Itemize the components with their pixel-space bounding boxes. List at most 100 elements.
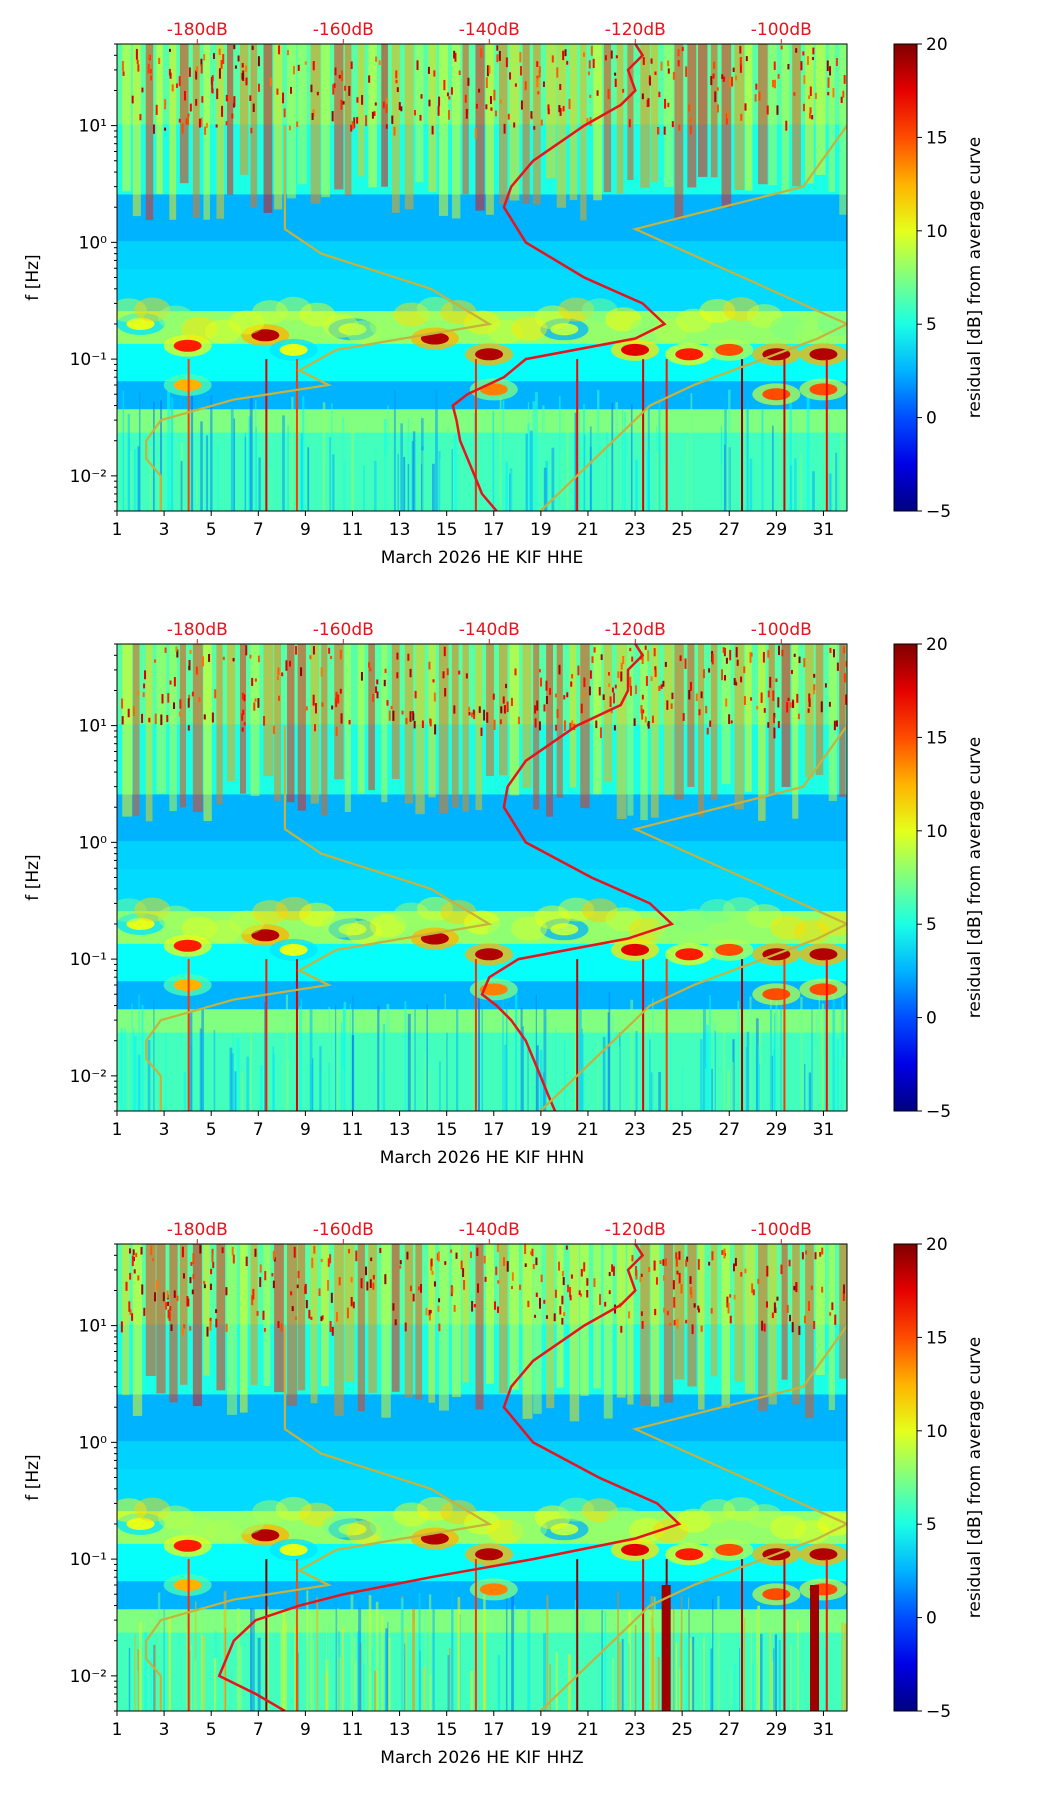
- y-tick-label: 10⁰: [79, 1433, 108, 1453]
- y-tick-label: 10⁻¹: [70, 1550, 107, 1570]
- x-tick-label: 21: [577, 520, 599, 540]
- colorbar-tick-label: 5: [926, 1515, 937, 1535]
- spectrogram-heatmap: [117, 44, 847, 511]
- y-tick-label: 10⁻²: [70, 1067, 107, 1087]
- colorbar-tick-label: 5: [926, 315, 937, 335]
- colorbar: [893, 1243, 918, 1712]
- y-tick-label: 10⁻²: [70, 1667, 107, 1687]
- panel-hhz: 1 3 5 7 9 11 13 15 17 19 21 23 25 27 29 31 March 2026 HE…: [0, 1200, 1052, 1800]
- nlnm-curve: [145, 1325, 493, 1711]
- spectrogram-heatmap: [117, 644, 847, 1111]
- colorbar: [893, 643, 918, 1112]
- psd-average-curve: [451, 44, 667, 511]
- y-tick-label: 10¹: [79, 117, 107, 137]
- x-tick-label: 23: [624, 1120, 646, 1140]
- top-db-label: -120dB: [605, 20, 666, 40]
- colorbar-tick-label: 10: [926, 822, 948, 842]
- panel-hhn: 1 3 5 7 9 11 13 15 17 19 21 23 25 27 29 31 March 2026 HE…: [0, 600, 1052, 1200]
- x-tick-label: 13: [389, 1720, 411, 1740]
- colorbar-tick-label: 0: [926, 1609, 937, 1629]
- top-db-label: -100dB: [751, 1220, 812, 1240]
- top-db-label: -160dB: [313, 1220, 374, 1240]
- x-tick-label: 17: [483, 1720, 505, 1740]
- x-tick-label: 17: [483, 520, 505, 540]
- x-tick-label: 29: [766, 1720, 788, 1740]
- x-tick-label: 9: [300, 1120, 311, 1140]
- top-db-label: -160dB: [313, 620, 374, 640]
- x-tick-label: 19: [530, 1120, 552, 1140]
- x-tick-label: 11: [342, 1120, 364, 1140]
- x-tick-label: 21: [577, 1720, 599, 1740]
- colorbar-tick-label: 10: [926, 1422, 948, 1442]
- y-axis-label: f [Hz]: [23, 254, 43, 300]
- colorbar-tick-label: 20: [926, 1235, 948, 1255]
- nhnm-curve: [539, 1324, 847, 1711]
- colorbar-tick-label: 0: [926, 1009, 937, 1029]
- x-tick-label: 31: [813, 520, 835, 540]
- top-db-label: -180dB: [167, 1220, 228, 1240]
- x-tick-label: 3: [159, 520, 170, 540]
- nlnm-curve: [145, 725, 493, 1111]
- x-tick-label: 3: [159, 1720, 170, 1740]
- x-tick-label: 7: [253, 520, 264, 540]
- psd-average-curve: [480, 644, 675, 1111]
- x-tick-label: 21: [577, 1120, 599, 1140]
- top-db-label: -100dB: [751, 20, 812, 40]
- x-tick-label: 15: [436, 520, 458, 540]
- colorbar-tick-label: 10: [926, 222, 948, 242]
- x-tick-label: 19: [530, 520, 552, 540]
- x-tick-label: 7: [253, 1120, 264, 1140]
- x-tick-label: 25: [671, 1120, 693, 1140]
- colorbar-tick-label: −5: [926, 502, 951, 522]
- x-axis-label: March 2026 HE KIF HHN: [380, 1148, 584, 1168]
- x-tick-label: 13: [389, 520, 411, 540]
- top-db-label: -160dB: [313, 20, 374, 40]
- colorbar-tick-label: −5: [926, 1702, 951, 1722]
- x-tick-label: 19: [530, 1720, 552, 1740]
- y-tick-label: 10⁰: [79, 233, 108, 253]
- x-tick-label: 13: [389, 1120, 411, 1140]
- y-axis-label: f [Hz]: [23, 1454, 43, 1500]
- panel-hhe: 1 3 5 7 9 11 13 15 17 19 21 23 25 27 29 31 March 2026 HE…: [0, 0, 1052, 600]
- x-tick-label: 31: [813, 1120, 835, 1140]
- colorbar-tick-label: 5: [926, 915, 937, 935]
- x-tick-label: 3: [159, 1120, 170, 1140]
- nlnm-curve: [145, 125, 493, 511]
- x-tick-label: 25: [671, 1720, 693, 1740]
- y-tick-label: 10⁻¹: [70, 350, 107, 370]
- x-tick-label: 7: [253, 1720, 264, 1740]
- x-tick-label: 11: [342, 1720, 364, 1740]
- x-tick-label: 29: [766, 1120, 788, 1140]
- x-axis-label: March 2026 HE KIF HHE: [381, 548, 583, 568]
- x-tick-label: 9: [300, 1720, 311, 1740]
- x-tick-label: 17: [483, 1120, 505, 1140]
- y-tick-label: 10⁰: [79, 833, 108, 853]
- colorbar-tick-label: 20: [926, 635, 948, 655]
- x-tick-label: 1: [112, 1120, 123, 1140]
- top-db-label: -140dB: [459, 620, 520, 640]
- colorbar-label: residual [dB] from average curve: [965, 1337, 985, 1618]
- colorbar-tick-label: 15: [926, 728, 948, 748]
- x-tick-label: 1: [112, 1720, 123, 1740]
- colorbar-tick-label: 0: [926, 409, 937, 429]
- x-tick-label: 23: [624, 520, 646, 540]
- top-db-label: -140dB: [459, 20, 520, 40]
- nhnm-curve: [539, 724, 847, 1111]
- top-db-label: -180dB: [167, 20, 228, 40]
- y-tick-label: 10⁻²: [70, 467, 107, 487]
- x-tick-label: 15: [436, 1720, 458, 1740]
- x-tick-label: 1: [112, 520, 123, 540]
- x-tick-label: 25: [671, 520, 693, 540]
- x-tick-label: 27: [718, 1120, 740, 1140]
- x-tick-label: 5: [206, 520, 217, 540]
- y-tick-label: 10¹: [79, 1317, 107, 1337]
- x-tick-label: 5: [206, 1720, 217, 1740]
- top-db-label: -100dB: [751, 620, 812, 640]
- x-tick-label: 27: [718, 1720, 740, 1740]
- top-db-label: -120dB: [605, 1220, 666, 1240]
- x-tick-label: 31: [813, 1720, 835, 1740]
- x-tick-label: 29: [766, 520, 788, 540]
- nhnm-curve: [539, 124, 847, 511]
- y-tick-label: 10¹: [79, 717, 107, 737]
